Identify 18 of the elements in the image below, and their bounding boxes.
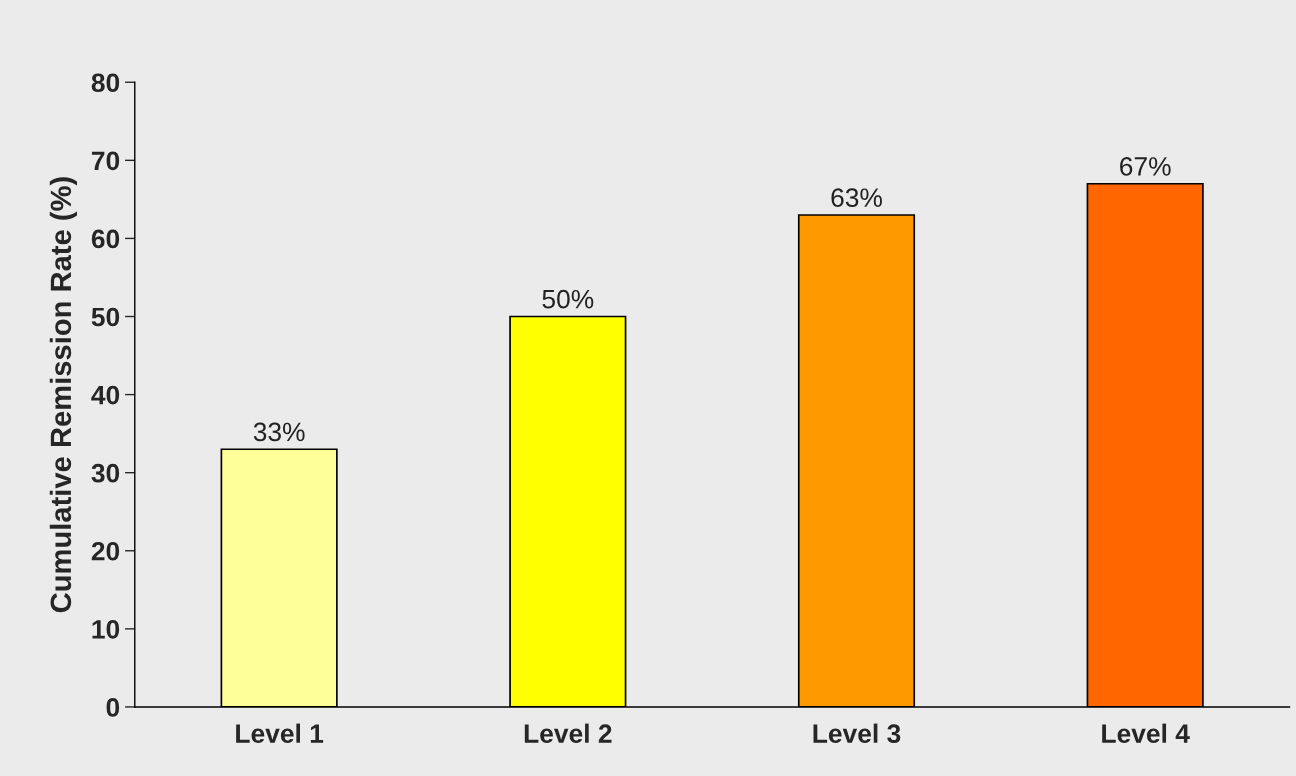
x-tick-label: Level 3 (813, 723, 901, 744)
data-label: 63% (831, 188, 882, 208)
x-tick-label: Level 4 (1102, 723, 1190, 743)
y-axis-title: Cumulative Remission Rate (%) (49, 177, 77, 613)
y-tick-label: 20 (91, 541, 120, 561)
y-tick-label: 70 (91, 151, 120, 171)
y-tick-label: 40 (91, 385, 120, 405)
x-tick-label: Level 2 (524, 723, 612, 743)
x-tick-label: Level 1 (236, 723, 324, 743)
y-tick-label: 10 (92, 619, 120, 639)
y-tick-label: 0 (106, 698, 120, 717)
y-tick-label: 60 (91, 229, 120, 249)
data-label: 33% (253, 422, 305, 442)
data-label: 50% (542, 289, 594, 309)
y-tick-label: 80 (91, 73, 120, 93)
y-tick-label: 50 (91, 307, 120, 327)
data-label: 67% (1120, 157, 1171, 176)
y-tick-label: 30 (91, 463, 120, 483)
